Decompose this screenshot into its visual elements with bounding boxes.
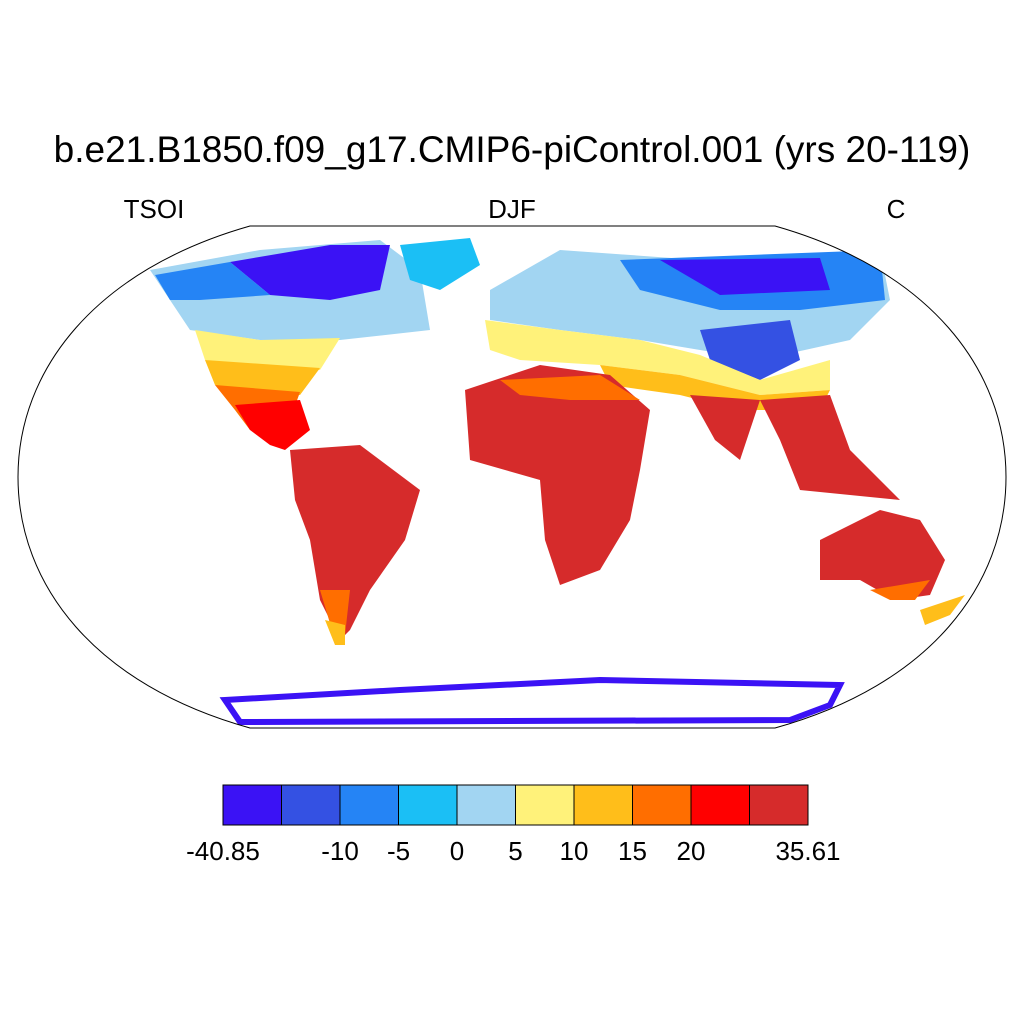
right-label: C [887,194,906,224]
colorbar-box [222,784,282,826]
colorbar-label: 10 [560,836,589,866]
title: b.e21.B1850.f09_g17.CMIP6-piControl.001 … [54,129,971,170]
land [150,238,965,726]
colorbar-box [515,784,575,826]
colorbar-label: -10 [321,836,359,866]
map-outline [17,225,1007,729]
colorbar-box [398,784,458,826]
colorbar-label: -40.85 [186,836,260,866]
colorbar-label: 0 [450,836,464,866]
colorbar-label: 15 [618,836,647,866]
colorbar-box [456,784,516,826]
colorbar-box [339,784,399,826]
colorbar: -40.85 -10 -5 0 5 10 15 20 35.61 [186,784,841,866]
colorbar-label: 20 [677,836,706,866]
left-label: TSOI [124,194,185,224]
map [17,225,1007,729]
colorbar-box [749,784,809,826]
colorbar-label: 35.61 [775,836,840,866]
colorbar-label: -5 [387,836,410,866]
colorbar-box [281,784,341,826]
colorbar-box [632,784,692,826]
colorbar-box [573,784,633,826]
colorbar-box [690,784,750,826]
center-label: DJF [488,194,536,224]
colorbar-label: 5 [508,836,522,866]
